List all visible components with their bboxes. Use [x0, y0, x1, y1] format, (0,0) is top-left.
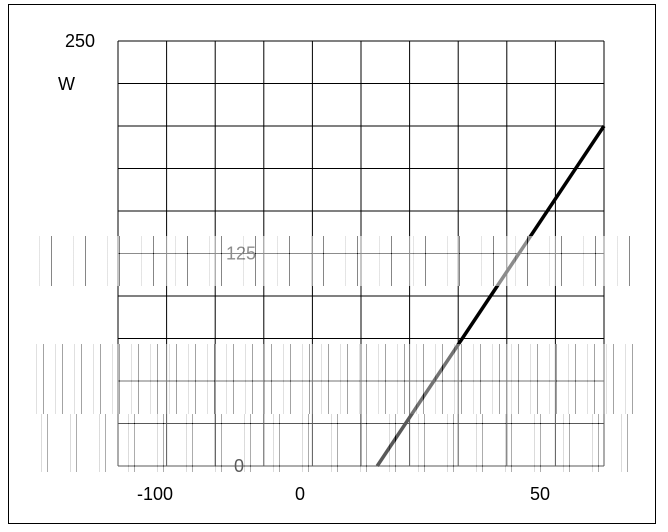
series-group [375, 125, 606, 467]
y-axis-unit-label: W [58, 74, 75, 94]
x-tick-label: -100 [137, 484, 173, 504]
scan-artifact-band [30, 344, 638, 414]
x-tick-label: 50 [530, 484, 550, 504]
series-line [375, 125, 606, 467]
scan-artifact-band [30, 236, 638, 286]
y-tick-label: 250 [65, 31, 95, 51]
x-tick-labels: -100 0 50 [137, 484, 550, 504]
x-tick-label: 0 [295, 484, 305, 504]
scan-artifact-band [30, 414, 638, 472]
y-tick-label: 0 [234, 456, 244, 476]
